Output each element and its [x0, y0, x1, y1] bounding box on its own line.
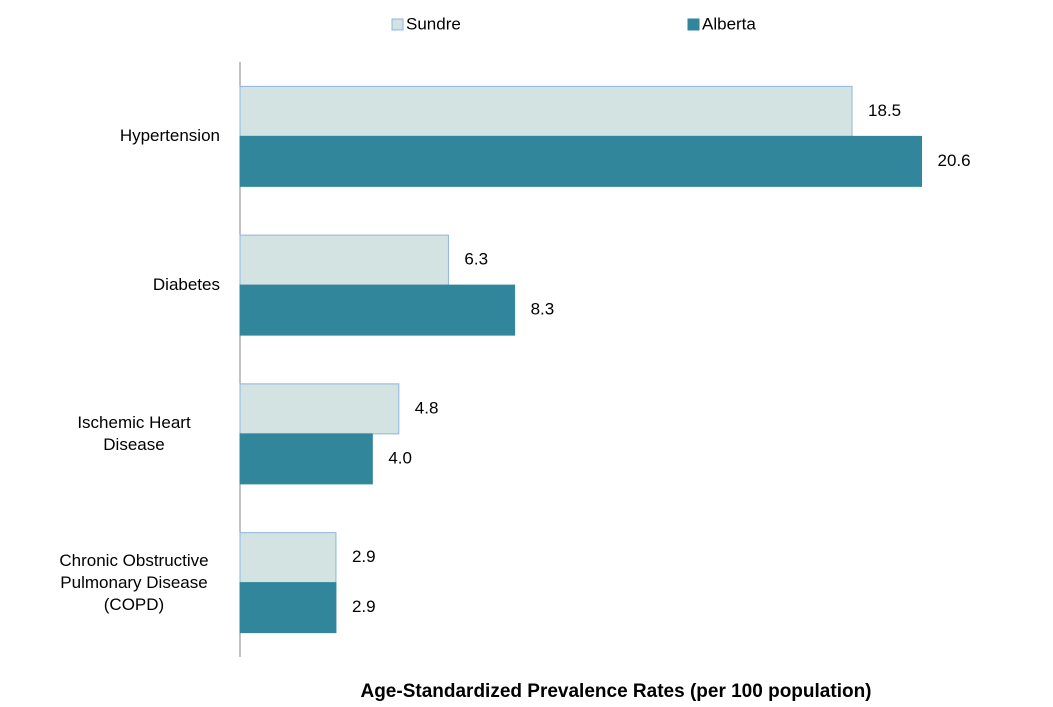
- legend-swatch: [391, 18, 404, 31]
- category-label-box: Chronic Obstructive Pulmonary Disease (C…: [48, 543, 220, 623]
- bar: [239, 234, 449, 286]
- value-label: 20.6: [938, 151, 971, 170]
- y-tick-label: Hypertension: [119, 126, 220, 146]
- value-label: 18.5: [868, 101, 901, 120]
- value-label: 6.3: [464, 250, 488, 269]
- legend-label: Sundre: [406, 14, 461, 33]
- y-tick-label: Chronic Obstructive Pulmonary Disease (C…: [59, 550, 209, 614]
- x-axis-label: Age-Standardized Prevalence Rates (per 1…: [360, 681, 871, 702]
- value-label: 8.3: [531, 300, 555, 319]
- y-tick-label: Ischemic Heart Disease: [77, 412, 191, 454]
- bar: [239, 433, 373, 485]
- legend-swatch: [687, 18, 700, 31]
- value-label: 2.9: [352, 597, 376, 616]
- value-label: 4.8: [415, 398, 439, 417]
- category-label-box: Ischemic Heart Disease: [48, 394, 220, 474]
- bar: [239, 284, 516, 336]
- bar: [239, 532, 337, 584]
- category-label-box: Diabetes: [153, 245, 220, 325]
- bar: [239, 135, 923, 187]
- value-label: 2.9: [352, 547, 376, 566]
- category-label-box: Hypertension: [120, 96, 220, 176]
- legend-label: Alberta: [702, 14, 756, 33]
- bar: [239, 383, 400, 435]
- bar: [239, 582, 337, 634]
- y-tick-label: Diabetes: [152, 275, 220, 295]
- value-label: 4.0: [388, 448, 412, 467]
- bar: [239, 85, 853, 137]
